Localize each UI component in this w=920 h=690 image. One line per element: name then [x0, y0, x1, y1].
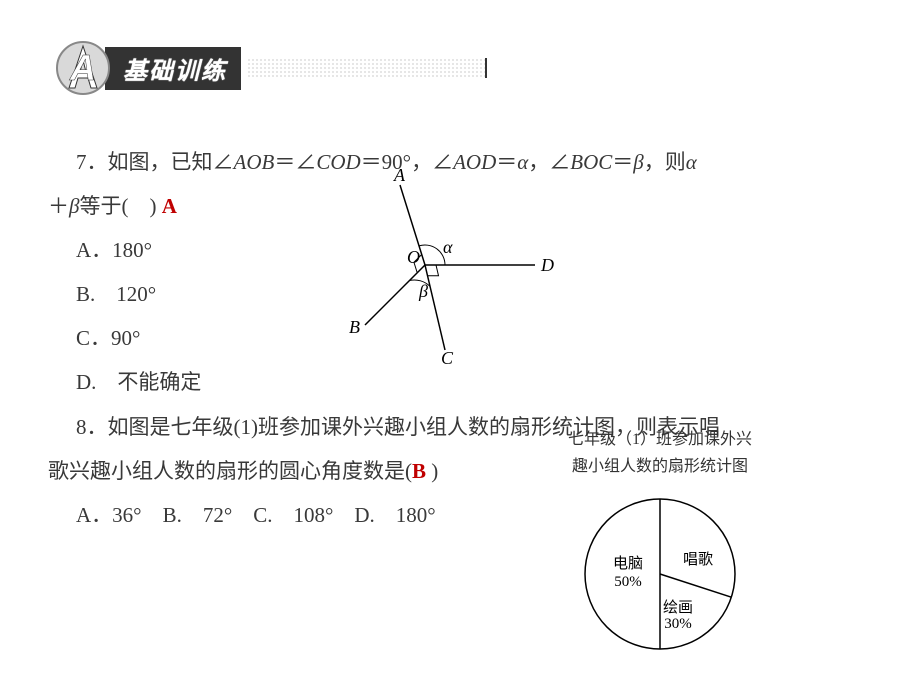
svg-text:唱歌: 唱歌: [683, 551, 713, 568]
section-header: A 基础训练: [55, 40, 487, 96]
svg-text:30%: 30%: [664, 616, 692, 632]
title-decoration: [247, 58, 487, 78]
section-title: 基础训练: [105, 47, 241, 90]
svg-text:C: C: [441, 348, 454, 365]
q8-answer: B: [412, 459, 426, 483]
svg-text:绘画: 绘画: [663, 599, 693, 616]
svg-text:β: β: [418, 281, 428, 301]
q8-number: 8: [48, 415, 87, 439]
q8-pie-chart: 七年级（1）班参加课外兴 趣小组人数的扇形统计图 电脑 50% 唱歌绘画30%: [540, 430, 780, 654]
svg-text:D: D: [540, 255, 554, 275]
q7-figure: A B C D Oα β: [310, 165, 570, 365]
svg-text:B: B: [349, 317, 360, 337]
pie-caption-1: 七年级（1）班参加课外兴: [540, 430, 780, 451]
svg-text:A: A: [69, 47, 96, 88]
svg-text:O: O: [407, 247, 420, 267]
q7-option-d: D. 不能确定: [48, 360, 872, 404]
svg-text:电脑: 电脑: [613, 555, 643, 572]
svg-text:50%: 50%: [614, 574, 642, 590]
pie-caption-2: 趣小组人数的扇形统计图: [540, 457, 780, 478]
svg-text:A: A: [393, 165, 406, 185]
badge-icon: A: [55, 40, 111, 96]
svg-text:α: α: [443, 237, 453, 257]
q7-answer: A: [162, 194, 177, 218]
q7-number: 7: [48, 150, 87, 174]
title-banner: 基础训练: [105, 48, 487, 88]
